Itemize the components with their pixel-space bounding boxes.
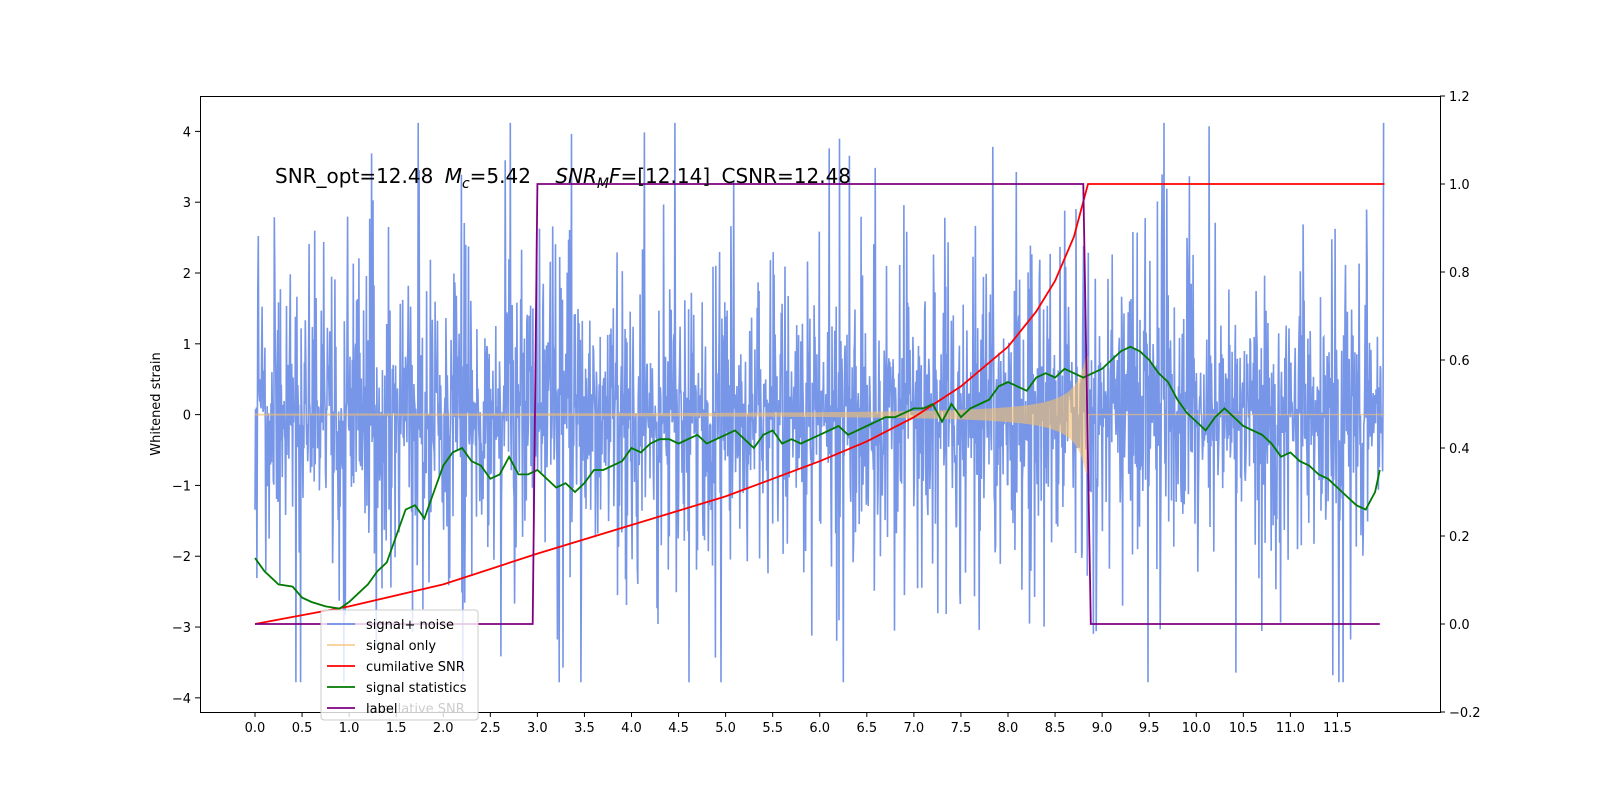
y-tick-label: −2 (172, 550, 191, 565)
legend: cumilative SNR signal+ noise signal only cu… (320, 609, 479, 721)
y2-tick-label: 0.0 (1449, 618, 1470, 633)
legend-box (320, 609, 479, 721)
x-tick-label: 3.0 (527, 721, 548, 736)
x-tick-label: 11.0 (1276, 721, 1305, 736)
x-tick-label: 1.5 (386, 721, 407, 736)
x-tick-label: 9.5 (1139, 721, 1160, 736)
title-snrmf-value: =[12.14] (621, 164, 711, 188)
x-tick-label: 9.0 (1092, 721, 1113, 736)
y2-tick-label: 0.4 (1449, 442, 1470, 457)
y-tick-label: −3 (172, 621, 191, 636)
x-tick-label: 0.0 (245, 721, 266, 736)
title-mc-symbol: M (445, 164, 462, 188)
x-tick-label: 10.0 (1182, 721, 1211, 736)
y-axis-label: Whitened strain (149, 352, 164, 455)
y-tick-label: −4 (172, 692, 191, 707)
legend-label: signal statistics (366, 681, 467, 696)
plot-frame (200, 96, 1441, 713)
chart-title: SNR_opt=12.48 Mc=5.42 SNRMF=[12.14] CSNR… (275, 164, 851, 192)
x-tick-label: 5.5 (762, 721, 783, 736)
x-tick-label: 2.5 (480, 721, 501, 736)
y-axis-left: −4 −3 −2 −1 0 1 2 3 4 (172, 125, 200, 707)
legend-label: signal only (366, 639, 436, 654)
y-tick-label: −1 (172, 479, 191, 494)
series-label-line (255, 183, 1380, 625)
x-tick-label: 4.5 (668, 721, 689, 736)
x-tick-label: 6.5 (856, 721, 877, 736)
title-snrmf-tail: F (609, 164, 621, 188)
x-tick-label: 4.0 (621, 721, 642, 736)
title-snrmf-symbol: SNR (555, 164, 597, 188)
x-axis: 0.0 0.5 1.0 1.5 2.0 2.5 3.0 3.5 4.0 4.5 5.0 5.5 6.0 6… (245, 712, 1352, 736)
title-snrmf-sub: M (597, 176, 609, 192)
x-tick-label: 10.5 (1229, 721, 1258, 736)
y-tick-label: 3 (183, 196, 191, 211)
x-tick-label: 6.0 (809, 721, 830, 736)
title-mc-value: =5.42 (470, 164, 531, 188)
x-tick-label: 7.5 (951, 721, 972, 736)
x-tick-label: 1.0 (339, 721, 360, 736)
legend-label: cumilative SNR (366, 660, 465, 675)
y2-tick-label: 0.2 (1449, 530, 1470, 545)
title-csnr: CSNR=12.48 (721, 164, 851, 188)
series-signal-only-line (254, 356, 1385, 474)
title-snr-opt: SNR_opt=12.48 (275, 164, 433, 188)
y2-tick-label: 1.2 (1449, 90, 1470, 105)
x-tick-label: 7.0 (904, 721, 925, 736)
legend-label: signal+ noise (366, 618, 454, 633)
y-tick-label: 4 (183, 125, 191, 140)
x-tick-label: 0.5 (292, 721, 313, 736)
y2-tick-label: 0.8 (1449, 266, 1470, 281)
plot-area (254, 122, 1385, 683)
x-tick-label: 8.5 (1045, 721, 1066, 736)
x-tick-label: 2.0 (433, 721, 454, 736)
series-signal-statistics-line (254, 345, 1381, 610)
y2-tick-label: 0.6 (1449, 354, 1470, 369)
y-tick-label: 0 (183, 409, 191, 424)
y2-tick-label: 1.0 (1449, 178, 1470, 193)
y2-tick-label: −0.2 (1449, 706, 1481, 721)
y-tick-label: 1 (183, 338, 191, 353)
y-tick-label: 2 (183, 267, 191, 282)
title-mc-sub: c (462, 176, 470, 192)
x-tick-label: 11.5 (1323, 721, 1352, 736)
x-tick-label: 3.5 (574, 721, 595, 736)
legend-ghost-text: cumilative SNR (366, 702, 465, 717)
legend-label: label (366, 702, 397, 717)
x-tick-label: 8.0 (998, 721, 1019, 736)
x-tick-label: 5.0 (715, 721, 736, 736)
y-axis-right: −0.2 0.0 0.2 0.4 0.6 0.8 1.0 1.2 (1440, 90, 1481, 721)
